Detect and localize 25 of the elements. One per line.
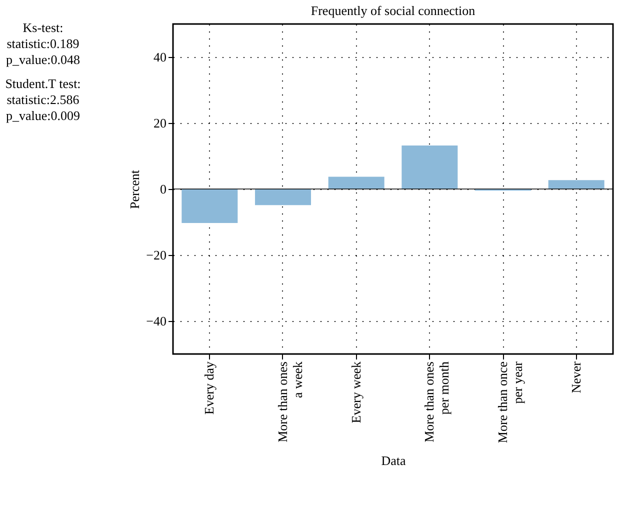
text: statistic:0.189: [6, 36, 80, 51]
y-axis-title: Percent: [127, 170, 142, 209]
chart-title: Frequently of social connection: [310, 3, 476, 18]
x-tick-label: Never: [568, 360, 584, 394]
x-tick-label: More than ones a week: [275, 361, 305, 442]
bar: [182, 189, 238, 223]
x-tick-label: More than ones per month: [422, 361, 452, 442]
y-tick-label: −40: [146, 314, 166, 328]
text: statistic:2.586: [6, 92, 80, 107]
y-tick-label: 20: [154, 116, 166, 130]
y-tick-label: 40: [154, 50, 166, 64]
bar: [328, 176, 384, 189]
bar: [402, 145, 458, 189]
y-tick-label: −20: [146, 248, 166, 262]
text: Ks-test:: [22, 20, 64, 35]
text: p_value:0.009: [6, 108, 80, 123]
bar: [548, 180, 604, 189]
text: Student.T test:: [5, 76, 81, 91]
x-axis-title: Data: [381, 453, 406, 468]
x-tick-label: Every week: [348, 361, 364, 424]
text: p_value:0.048: [6, 52, 80, 67]
x-tick-label: Every day: [202, 361, 217, 415]
y-tick-label: 0: [160, 182, 166, 196]
x-tick-label: More than once per year: [495, 360, 525, 444]
bar: [255, 189, 311, 206]
